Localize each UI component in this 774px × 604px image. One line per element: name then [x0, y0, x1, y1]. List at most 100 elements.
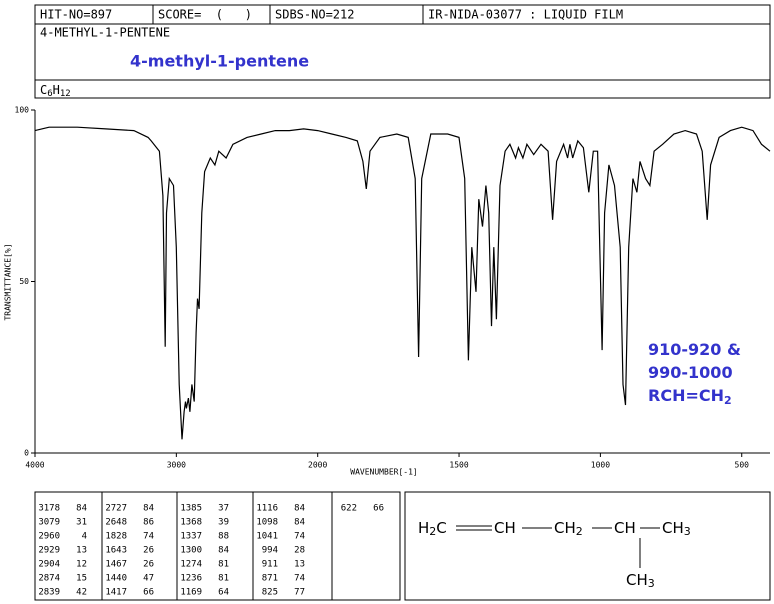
peak-transmittance: 37: [218, 504, 229, 514]
x-tick-label: 1500: [449, 461, 468, 470]
peak-wavenumber: 1274: [180, 560, 202, 570]
peak-transmittance: 64: [218, 588, 229, 598]
x-tick-label: 500: [735, 461, 750, 470]
formula-part: H: [53, 83, 60, 97]
peak-wavenumber: 1643: [105, 546, 127, 556]
formula-sub: 6: [47, 89, 52, 99]
header-box: [34, 4, 771, 99]
y-tick-label: 0: [24, 449, 29, 458]
structure-group: H2C: [418, 519, 447, 539]
x-tick-label: 2000: [308, 461, 327, 470]
peak-transmittance: 84: [294, 518, 305, 528]
peak-transmittance: 86: [143, 518, 154, 528]
annotation: 990-1000: [648, 363, 733, 382]
peak-transmittance: 47: [143, 574, 154, 584]
peak-wavenumber: 1116: [256, 504, 278, 514]
peak-transmittance: 26: [143, 546, 154, 556]
peak-wavenumber: 3178: [38, 504, 60, 514]
formula-sub: 12: [60, 89, 71, 99]
peak-wavenumber: 1417: [105, 588, 127, 598]
peak-transmittance: 39: [218, 518, 229, 528]
peak-wavenumber: 2839: [38, 588, 60, 598]
spectrum-line: [34, 126, 771, 440]
peak-transmittance: 81: [218, 574, 229, 584]
peak-wavenumber: 622: [341, 504, 357, 514]
peak-wavenumber: 1236: [180, 574, 202, 584]
structure-group: CH3: [662, 519, 691, 539]
chart-title: 4-methyl-1-pentene: [130, 52, 309, 71]
x-axis-label: WAVENUMBER[-1]: [350, 468, 417, 477]
structure-atom: CH: [626, 571, 648, 589]
peak-wavenumber: 2874: [38, 574, 60, 584]
structure-group: CH: [614, 519, 636, 537]
y-axis-label: TRANSMITTANCE[%]: [4, 243, 13, 320]
peak-transmittance: 84: [218, 546, 229, 556]
peak-transmittance: 84: [294, 504, 305, 514]
peak-transmittance: 74: [294, 574, 305, 584]
peak-wavenumber: 911: [262, 560, 278, 570]
peak-wavenumber: 2648: [105, 518, 127, 528]
peak-transmittance: 84: [76, 504, 87, 514]
formula: C6H12: [40, 83, 71, 99]
peak-transmittance: 42: [76, 588, 87, 598]
structure-group: CH3: [626, 571, 655, 591]
peak-wavenumber: 1169: [180, 588, 202, 598]
annotation-part: RCH=CH: [648, 386, 724, 405]
peak-transmittance: 28: [294, 546, 305, 556]
hit-no: HIT-NO=897: [40, 8, 112, 22]
peak-wavenumber: 1337: [180, 532, 202, 542]
peak-wavenumber: 1041: [256, 532, 278, 542]
peak-wavenumber: 1300: [180, 546, 202, 556]
x-tick-label: 1000: [591, 461, 610, 470]
structure-atom: CH: [494, 519, 516, 537]
y-tick-label: 50: [19, 277, 29, 286]
structure-group: CH2: [554, 519, 583, 539]
peak-transmittance: 4: [82, 532, 87, 542]
source: IR-NIDA-03077 : LIQUID FILM: [428, 8, 623, 22]
annotation-part: 990-1000: [648, 363, 733, 382]
peak-transmittance: 15: [76, 574, 87, 584]
peak-transmittance: 31: [76, 518, 87, 528]
peak-transmittance: 13: [76, 546, 87, 556]
peak-wavenumber: 871: [262, 574, 278, 584]
structure-sub: 3: [648, 577, 655, 590]
peak-wavenumber: 1368: [180, 518, 202, 528]
peak-transmittance: 13: [294, 560, 305, 570]
peak-table: [34, 491, 401, 601]
peak-wavenumber: 994: [262, 546, 278, 556]
peak-transmittance: 81: [218, 560, 229, 570]
structure-sub: 2: [429, 525, 436, 538]
peak-wavenumber: 1828: [105, 532, 127, 542]
annotation-part: 910-920 &: [648, 340, 741, 359]
formula-part: C: [40, 83, 47, 97]
peak-transmittance: 66: [373, 504, 384, 514]
peak-wavenumber: 1385: [180, 504, 202, 514]
peak-transmittance: 84: [143, 504, 154, 514]
structure-atom: CH: [554, 519, 576, 537]
annotation-sub: 2: [724, 394, 732, 407]
structure-sub: 2: [576, 525, 583, 538]
peak-transmittance: 26: [143, 560, 154, 570]
peak-wavenumber: 2727: [105, 504, 127, 514]
sdbs-no: SDBS-NO=212: [275, 8, 354, 22]
annotation: 910-920 &: [648, 340, 741, 359]
peak-wavenumber: 825: [262, 588, 278, 598]
annotation: RCH=CH2: [648, 386, 732, 408]
score: SCORE= ( ): [158, 8, 252, 22]
peak-wavenumber: 1440: [105, 574, 127, 584]
structure-box: [404, 491, 771, 601]
structure-atom: CH: [662, 519, 684, 537]
structure-group: CH: [494, 519, 516, 537]
structure-atom: H: [418, 519, 429, 537]
y-tick-label: 100: [15, 106, 30, 115]
peak-wavenumber: 2960: [38, 532, 60, 542]
peak-transmittance: 74: [143, 532, 154, 542]
peak-transmittance: 88: [218, 532, 229, 542]
peak-wavenumber: 3079: [38, 518, 60, 528]
peak-transmittance: 74: [294, 532, 305, 542]
structure-atom: CH: [614, 519, 636, 537]
structure-atom: C: [436, 519, 446, 537]
peak-transmittance: 77: [294, 588, 305, 598]
